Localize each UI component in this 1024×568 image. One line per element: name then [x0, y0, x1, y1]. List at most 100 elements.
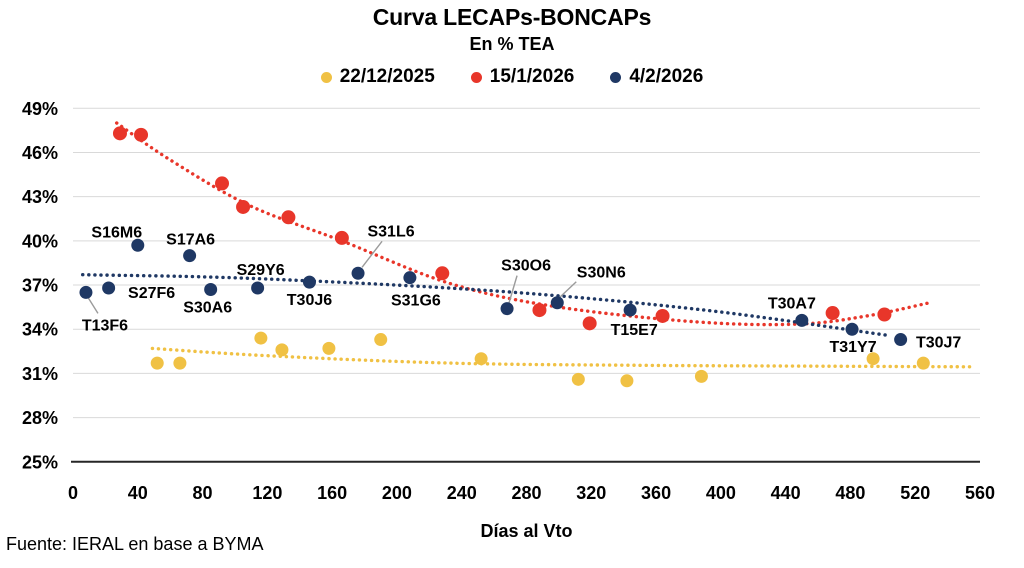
point-label: S29Y6: [237, 262, 285, 279]
data-point: [500, 302, 514, 316]
data-point: [894, 333, 908, 347]
x-axis-title: Días al Vto: [480, 521, 573, 541]
y-tick-label: 34%: [22, 320, 58, 340]
data-point: [322, 341, 336, 355]
data-point: [877, 307, 892, 322]
x-tick-label: 240: [447, 483, 477, 503]
point-label: S30N6: [577, 265, 626, 282]
x-tick-label: 40: [128, 483, 148, 503]
data-point: [694, 369, 708, 383]
x-tick-label: 560: [965, 483, 995, 503]
legend-label: 15/1/2026: [489, 66, 575, 87]
data-point: [374, 333, 388, 347]
data-point: [623, 303, 637, 317]
data-point: [131, 238, 145, 252]
legend-item-22-12-2025: 22/12/2025: [320, 66, 435, 88]
y-tick-label: 25%: [22, 452, 58, 472]
x-tick-label: 0: [68, 483, 78, 503]
data-point: [334, 230, 349, 245]
data-point: [173, 356, 187, 370]
data-point: [571, 372, 585, 386]
x-tick-label: 400: [706, 483, 736, 503]
legend-item-4-2-2026: 4/2/2026: [610, 66, 703, 88]
point-label: S16M6: [91, 224, 142, 241]
legend-item-15-1-2026: 15/1/2026: [470, 66, 575, 88]
point-label: S27F6: [128, 285, 175, 302]
data-point: [102, 281, 116, 295]
data-point: [795, 313, 809, 327]
data-point: [403, 271, 417, 285]
y-tick-label: 49%: [22, 99, 58, 119]
data-point: [655, 308, 670, 323]
label-leader-line: [508, 275, 518, 303]
data-point: [620, 374, 634, 388]
point-label: T30A7: [768, 295, 816, 312]
data-point: [112, 126, 127, 141]
point-label: S31G6: [391, 293, 441, 310]
data-point: [150, 356, 164, 370]
data-point: [550, 296, 564, 310]
x-tick-label: 440: [771, 483, 801, 503]
legend-marker-icon: [610, 71, 622, 83]
point-label: T30J7: [916, 335, 961, 352]
y-tick-label: 31%: [22, 364, 58, 384]
source-note: Fuente: IERAL en base a BYMA: [6, 534, 264, 554]
legend-marker-icon: [470, 71, 482, 83]
data-point: [134, 127, 149, 142]
point-label: S30O6: [501, 258, 551, 275]
data-point: [866, 352, 880, 366]
x-tick-label: 480: [835, 483, 865, 503]
y-tick-label: 40%: [22, 231, 58, 251]
point-label: T30J6: [287, 292, 332, 309]
label-leader-line: [558, 281, 577, 299]
y-tick-label: 43%: [22, 187, 58, 207]
point-label: S31L6: [367, 223, 414, 240]
data-point: [435, 266, 450, 281]
y-tick-label: 37%: [22, 276, 58, 296]
data-point: [351, 266, 365, 280]
point-label: S30A6: [183, 299, 232, 316]
data-point: [204, 282, 218, 296]
data-point: [845, 322, 859, 336]
point-label: S17A6: [166, 232, 215, 249]
y-tick-label: 46%: [22, 143, 58, 163]
trendline: [150, 346, 972, 369]
data-point: [254, 331, 268, 345]
x-tick-label: 120: [252, 483, 282, 503]
x-tick-label: 80: [193, 483, 213, 503]
label-leader-line: [87, 297, 99, 314]
data-point: [251, 281, 265, 295]
x-tick-label: 520: [900, 483, 930, 503]
data-point: [281, 210, 296, 225]
legend-label: 22/12/2025: [339, 66, 435, 87]
point-label: T31Y7: [829, 339, 876, 356]
label-leader-line: [361, 240, 383, 268]
x-tick-label: 280: [511, 483, 541, 503]
x-tick-label: 320: [576, 483, 606, 503]
legend: 22/12/2025 15/1/2026 4/2/2026: [0, 66, 1024, 88]
data-point: [236, 199, 251, 214]
legend-marker-icon: [320, 71, 332, 83]
y-tick-label: 28%: [22, 408, 58, 428]
data-point: [302, 275, 316, 289]
data-point: [916, 356, 930, 370]
x-tick-label: 160: [317, 483, 347, 503]
data-point: [215, 176, 230, 191]
chart-subtitle: En % TEA: [469, 34, 555, 54]
x-tick-label: 360: [641, 483, 671, 503]
trendline: [81, 273, 888, 337]
x-tick-label: 200: [382, 483, 412, 503]
chart-title: Curva LECAPs-BONCAPs: [372, 4, 652, 30]
legend-label: 4/2/2026: [629, 66, 704, 87]
data-point: [532, 303, 547, 318]
data-point: [79, 285, 93, 299]
data-point: [183, 249, 197, 263]
data-point: [275, 343, 289, 357]
data-point: [582, 316, 597, 331]
data-point: [474, 352, 488, 366]
data-point: [825, 306, 840, 321]
point-label: T15E7: [611, 322, 658, 339]
point-label: T13F6: [82, 317, 128, 334]
